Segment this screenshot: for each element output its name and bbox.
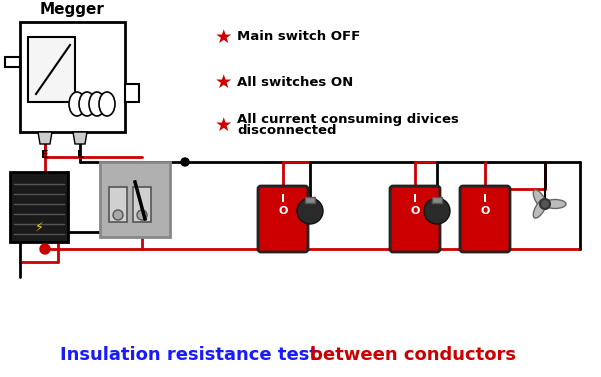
Text: between conductors: between conductors <box>310 346 516 364</box>
Text: O: O <box>410 206 419 216</box>
FancyBboxPatch shape <box>20 22 125 132</box>
FancyBboxPatch shape <box>125 84 139 102</box>
Text: I: I <box>281 194 285 204</box>
Circle shape <box>137 210 147 220</box>
FancyBboxPatch shape <box>28 37 75 102</box>
Text: O: O <box>278 206 288 216</box>
Circle shape <box>424 198 450 224</box>
Text: I: I <box>413 194 417 204</box>
Polygon shape <box>38 132 52 144</box>
FancyBboxPatch shape <box>10 172 68 242</box>
FancyBboxPatch shape <box>432 197 442 203</box>
Text: Megger: Megger <box>40 2 105 17</box>
FancyBboxPatch shape <box>390 186 440 252</box>
FancyBboxPatch shape <box>460 186 510 252</box>
Text: disconnected: disconnected <box>237 124 337 138</box>
Text: ★: ★ <box>215 115 233 135</box>
Ellipse shape <box>533 190 547 210</box>
Text: ★: ★ <box>215 72 233 92</box>
Ellipse shape <box>99 92 115 116</box>
Text: All current consuming divices: All current consuming divices <box>237 112 459 126</box>
Text: O: O <box>480 206 490 216</box>
Text: All switches ON: All switches ON <box>237 75 353 89</box>
FancyBboxPatch shape <box>305 197 315 203</box>
FancyBboxPatch shape <box>109 187 127 222</box>
Text: Main switch OFF: Main switch OFF <box>237 31 360 43</box>
Text: ★: ★ <box>215 28 233 46</box>
Circle shape <box>540 199 550 209</box>
Text: L: L <box>76 150 84 160</box>
Ellipse shape <box>69 92 85 116</box>
FancyBboxPatch shape <box>133 187 151 222</box>
Text: I: I <box>483 194 487 204</box>
Circle shape <box>113 210 123 220</box>
FancyBboxPatch shape <box>5 57 20 67</box>
Ellipse shape <box>89 92 105 116</box>
Polygon shape <box>73 132 87 144</box>
Text: Insulation resistance test: Insulation resistance test <box>60 346 325 364</box>
FancyBboxPatch shape <box>258 186 308 252</box>
Circle shape <box>181 158 189 166</box>
Ellipse shape <box>79 92 95 116</box>
Text: E: E <box>41 150 49 160</box>
Circle shape <box>297 198 323 224</box>
Ellipse shape <box>533 199 547 218</box>
FancyBboxPatch shape <box>100 162 170 237</box>
Text: ⚡: ⚡ <box>35 221 43 234</box>
Circle shape <box>40 244 50 254</box>
Ellipse shape <box>544 199 566 208</box>
